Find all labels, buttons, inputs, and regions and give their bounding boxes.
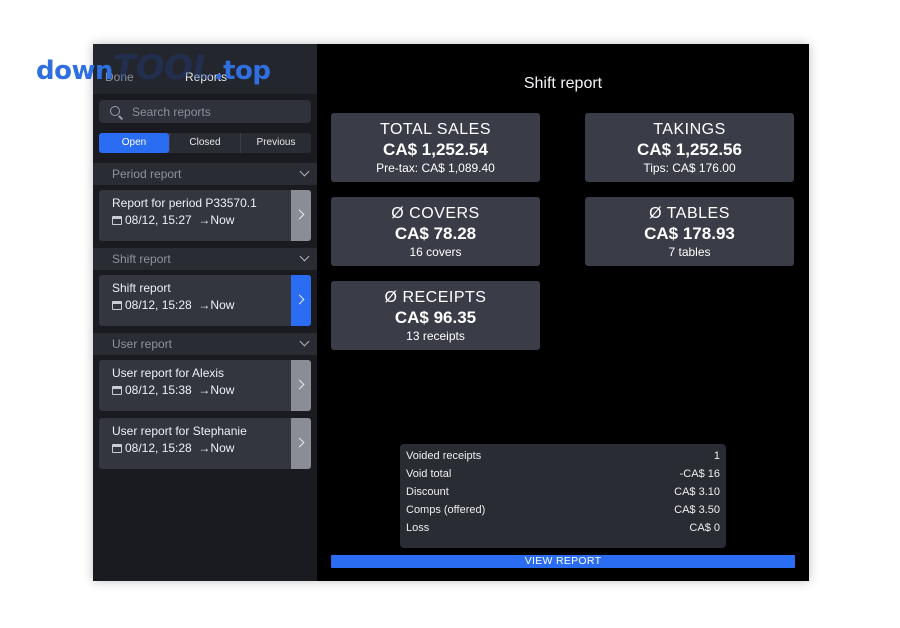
chevron-right-icon [294, 209, 305, 220]
report-title: Report for period P33570.1 [112, 196, 257, 210]
calendar-icon [112, 301, 122, 310]
tile-label: Ø TABLES [649, 205, 730, 222]
summary-label: Voided receipts [406, 450, 482, 462]
report-end: →Now [198, 441, 235, 455]
tile-value: CA$ 96.35 [394, 308, 477, 327]
report-detail-panel: Shift report TOTAL SALES CA$ 1,252.54 Pr… [317, 44, 809, 581]
summary-row-discount: Discount CA$ 3.10 [406, 486, 720, 504]
report-card-user-alexis[interactable]: User report for Alexis 08/12, 15:38 →Now [99, 360, 311, 411]
open-report-button[interactable] [291, 418, 311, 469]
tile-label: TOTAL SALES [379, 121, 492, 138]
summary-label: Void total [406, 468, 452, 480]
tile-label: Ø COVERS [391, 205, 480, 222]
report-end: →Now [198, 383, 235, 397]
tile-label: TAKINGS [653, 121, 726, 138]
tile-covers: Ø COVERS CA$ 78.28 16 covers [331, 197, 540, 266]
tab-open[interactable]: Open [99, 133, 169, 153]
open-report-button[interactable] [291, 360, 311, 411]
summary-value: -CA$ 16 [679, 468, 720, 480]
tile-subtext: Tips: CA$ 176.00 [643, 161, 736, 175]
tile-takings: TAKINGS CA$ 1,252.56 Tips: CA$ 176.00 [585, 113, 794, 182]
report-start: 08/12, 15:27 [125, 213, 192, 227]
chevron-right-icon [294, 379, 305, 390]
report-end: →Now [198, 298, 235, 312]
view-report-button[interactable]: VIEW REPORT [331, 555, 795, 568]
report-start: 08/12, 15:28 [125, 441, 192, 455]
report-start: 08/12, 15:38 [125, 383, 192, 397]
tile-subtext: Pre-tax: CA$ 1,089.40 [376, 161, 495, 175]
sidebar-title: Reports [185, 70, 228, 84]
summary-value: CA$ 3.50 [674, 504, 720, 516]
report-title: User report for Stephanie [112, 424, 247, 438]
report-end: →Now [198, 213, 235, 227]
report-start: 08/12, 15:28 [125, 298, 192, 312]
summary-label: Comps (offered) [406, 504, 486, 516]
tile-total-sales: TOTAL SALES CA$ 1,252.54 Pre-tax: CA$ 1,… [331, 113, 540, 182]
report-date-range: 08/12, 15:27 →Now [112, 213, 234, 227]
chevron-down-icon [299, 251, 310, 262]
watermark-part-1: down [36, 56, 114, 86]
summary-label: Discount [406, 486, 449, 498]
report-date-range: 08/12, 15:28 →Now [112, 298, 234, 312]
tab-previous[interactable]: Previous [240, 133, 311, 153]
section-header-user[interactable]: User report [93, 333, 317, 355]
tile-subtext: 13 receipts [406, 329, 465, 343]
search-input[interactable] [132, 100, 302, 123]
section-header-period[interactable]: Period report [93, 163, 317, 185]
sidebar-topbar: Done Reports [93, 44, 317, 94]
chevron-right-icon [294, 294, 305, 305]
summary-value: CA$ 0 [689, 522, 720, 534]
tile-label: Ø RECEIPTS [384, 289, 487, 306]
tile-value: CA$ 1,252.54 [383, 140, 488, 159]
summary-value: 1 [713, 450, 720, 462]
section-label: Shift report [112, 252, 171, 266]
section-label: User report [112, 337, 173, 351]
page-title: Shift report [523, 75, 603, 92]
watermark-part-2: TOOL [113, 48, 214, 88]
report-title: Shift report [112, 281, 171, 295]
tile-value: CA$ 178.93 [644, 224, 735, 243]
calendar-icon [112, 444, 122, 453]
search-bar[interactable] [99, 100, 311, 123]
watermark: downTOOL.top [36, 48, 271, 88]
summary-row-loss: Loss CA$ 0 [406, 522, 720, 540]
app-window: Done Reports Open Closed Previous Period… [93, 44, 809, 581]
summary-table: Voided receipts 1 Void total -CA$ 16 Dis… [400, 444, 726, 548]
report-card-shift[interactable]: Shift report 08/12, 15:28 →Now [99, 275, 311, 326]
done-button[interactable]: Done [105, 70, 134, 84]
summary-row-comps: Comps (offered) CA$ 3.50 [406, 504, 720, 522]
section-header-shift[interactable]: Shift report [93, 248, 317, 270]
tile-subtext: 7 tables [668, 245, 711, 259]
report-card-period[interactable]: Report for period P33570.1 08/12, 15:27 … [99, 190, 311, 241]
calendar-icon [112, 216, 122, 225]
section-label: Period report [112, 167, 182, 181]
chevron-right-icon [294, 437, 305, 448]
tile-receipts: Ø RECEIPTS CA$ 96.35 13 receipts [331, 281, 540, 350]
report-date-range: 08/12, 15:28 →Now [112, 441, 234, 455]
summary-row-voided: Voided receipts 1 [406, 450, 720, 468]
calendar-icon [112, 386, 122, 395]
tab-closed[interactable]: Closed [169, 133, 240, 153]
tile-value: CA$ 78.28 [394, 224, 477, 243]
report-filter-tabs: Open Closed Previous [99, 133, 311, 153]
summary-row-void-total: Void total -CA$ 16 [406, 468, 720, 486]
open-report-button[interactable] [291, 275, 311, 326]
report-card-user-stephanie[interactable]: User report for Stephanie 08/12, 15:28 →… [99, 418, 311, 469]
open-report-button[interactable] [291, 190, 311, 241]
tile-subtext: 16 covers [409, 245, 462, 259]
tile-value: CA$ 1,252.56 [637, 140, 742, 159]
chevron-down-icon [299, 336, 310, 347]
search-icon [110, 106, 120, 116]
report-date-range: 08/12, 15:38 →Now [112, 383, 234, 397]
summary-value: CA$ 3.10 [674, 486, 720, 498]
chevron-down-icon [299, 166, 310, 177]
summary-label: Loss [406, 522, 430, 534]
watermark-part-3: .top [213, 56, 271, 86]
sidebar: Done Reports Open Closed Previous Period… [93, 44, 317, 581]
report-title: User report for Alexis [112, 366, 225, 380]
tile-tables: Ø TABLES CA$ 178.93 7 tables [585, 197, 794, 266]
